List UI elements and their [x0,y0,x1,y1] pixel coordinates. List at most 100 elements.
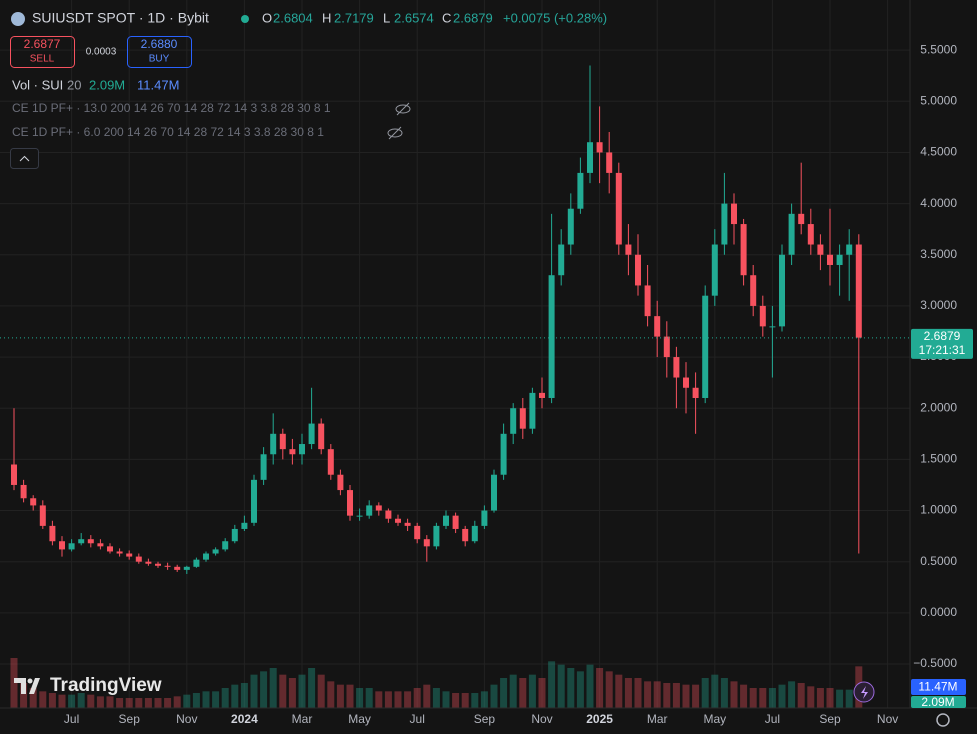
volume-bar [778,684,786,708]
volume-bar [183,694,191,708]
volume-title[interactable]: Vol · SUI [12,77,63,92]
candle-body [68,543,75,550]
ohlc-c-label: C [442,10,451,25]
volume-bar [365,688,373,708]
ohlc-change: +0.0075 (+0.28%) [503,10,607,25]
candle-body [30,498,37,506]
candle-body [145,561,152,564]
x-tick-label: Jul [410,712,425,726]
volume-bar [250,674,258,708]
candle-body [78,539,85,544]
volume-bar [413,688,421,708]
hidden-icon[interactable] [387,126,403,140]
candle-body [759,305,766,327]
volume-bar [106,696,114,708]
volume-tag [911,696,966,708]
volume-bar [836,689,844,708]
volume-bar [432,688,440,708]
ohlc-close: 2.6879 [453,10,493,25]
tradingview-logo: TradingView [14,675,162,696]
candle-body [769,326,776,328]
candle-body [702,295,709,398]
market-status [241,15,249,23]
symbol-title[interactable]: SUIUSDT SPOT · 1D · Bybit [32,10,209,26]
ohlc-o-label: O [262,10,272,25]
candle-body [750,275,757,306]
candle-body [721,203,728,245]
volume-bar [644,681,652,708]
candle-body [539,392,545,398]
ohlc-open: 2.6804 [273,10,313,25]
candle-body [491,474,497,511]
settings-button[interactable] [936,713,950,727]
candle-body [548,275,555,398]
candle-body [788,213,795,255]
candle-body [97,543,104,547]
candle-body [443,515,449,526]
candle-body [356,515,363,517]
candle-body [289,449,296,455]
volume-bar [298,674,306,708]
volume-bar [471,693,479,708]
candle-body [135,556,142,562]
candle-body [279,433,286,450]
volume-bar [816,688,824,708]
candle-body [337,474,344,491]
volume-bar [653,681,661,708]
volume-bar [845,689,853,708]
y-tick-label: 1.5000 [920,452,957,466]
candle-body [327,449,334,475]
sell-price: 2.6877 [24,37,61,51]
candle-body [779,254,785,327]
candle-body [231,528,238,542]
volume-bar [317,674,325,708]
volume-bar [154,698,162,708]
volume-bar [202,691,210,708]
candle-body [635,254,641,286]
candle-body [87,539,94,544]
indicator-2[interactable]: CE 1D PF+ · 6.0 200 14 26 70 14 28 72 14… [12,125,324,139]
volume-bar [346,684,354,708]
ohlc-h-label: H [322,10,331,25]
y-tick-label: 4.0000 [920,196,957,210]
volume-bar [279,674,287,708]
indicator-1[interactable]: CE 1D PF+ · 13.0 200 14 26 70 14 28 72 1… [12,101,331,115]
collapse-button[interactable] [10,148,39,169]
y-tick-label: 3.5000 [920,247,957,261]
candle-body [318,423,325,450]
candle-body [39,505,46,526]
ohlc-low: 2.6574 [394,10,434,25]
sell-button[interactable] [10,36,75,68]
volume-bar [96,696,104,708]
buy-button[interactable] [127,36,192,68]
volume-bar [29,688,37,708]
candle-body [251,479,257,523]
axes: −0.50000.00000.50001.00001.50002.00002.5… [0,42,957,726]
volume-bar [288,678,296,708]
volume-bar [461,693,469,708]
logo-text: TradingView [50,675,162,696]
candle-body [404,522,411,526]
y-tick-label: 4.5000 [920,145,957,159]
candle-body [212,549,219,554]
volume-bar [528,674,536,708]
candle-body [519,408,526,429]
y-tick-label: 5.5000 [920,42,957,56]
volume-length: 20 [67,77,81,92]
candle-body [510,408,517,434]
x-tick-label: Mar [647,712,668,726]
volume-bar [826,688,834,708]
volume-bar [797,683,805,708]
volume-bar [384,691,392,708]
candle-body [11,464,17,485]
hidden-icon[interactable] [395,102,411,116]
volume-bar [144,698,152,708]
candle-body [308,423,315,445]
volume-ma-value: 11.47M [137,77,179,92]
candle-body [366,505,373,516]
y-tick-label: −0.5000 [913,656,957,670]
volume-bar [663,683,671,708]
candle-body [49,525,56,542]
candle-body [817,244,824,255]
candle-body [606,152,613,173]
